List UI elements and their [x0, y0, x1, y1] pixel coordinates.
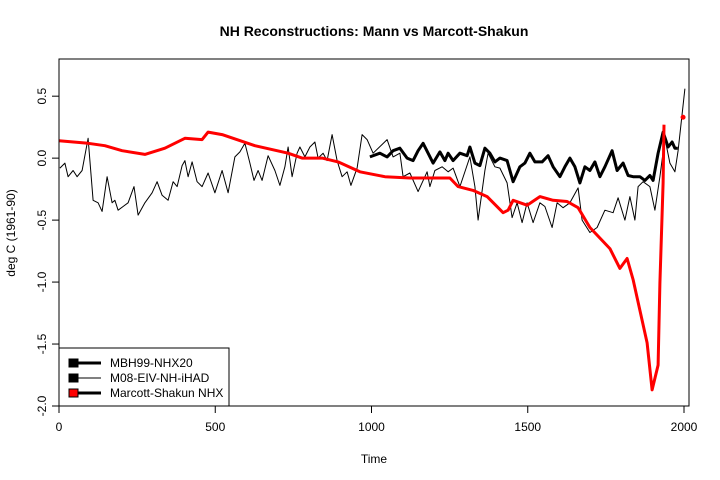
series-point-marcott-shakun: [680, 114, 686, 120]
axes-layer: 0 500 1000 1500 2000 -2.0 -1.5 -1.0 -0.5 0.0 0.5: [35, 88, 698, 434]
y-tick-label: 0.5: [35, 88, 49, 105]
y-tick-label: 0.0: [35, 149, 49, 166]
x-tick-label: 1000: [358, 420, 385, 434]
chart-title: NH Reconstructions: Mann vs Marcott-Shak…: [220, 23, 529, 39]
x-tick-label: 500: [205, 420, 225, 434]
x-tick-label: 2000: [671, 420, 698, 434]
series-line-marcott-shakun-nhx: [58, 124, 666, 392]
x-tick-label: 1500: [514, 420, 541, 434]
legend-label: M08-EIV-NH-iHAD: [110, 371, 210, 385]
legend-swatch: [68, 358, 79, 368]
series-line-mbh99-nhx20: [369, 130, 678, 185]
x-axis-label: Time: [361, 452, 388, 466]
legend-swatch: [68, 388, 79, 398]
y-axis-label: deg C (1961-90): [4, 189, 18, 276]
y-tick-label: -1.0: [35, 271, 49, 292]
y-tick-label: -2.0: [35, 395, 49, 416]
plot-box: [58, 58, 690, 407]
legend-label: Marcott-Shakun NHX: [110, 386, 223, 400]
legend-swatch: [68, 373, 79, 383]
legend: MBH99-NHX20M08-EIV-NH-iHADMarcott-Shakun…: [58, 347, 230, 407]
series-line-m08-eiv-nh-ihad: [59, 88, 686, 233]
legend-label: MBH99-NHX20: [110, 356, 193, 370]
y-tick-label: -1.5: [35, 333, 49, 354]
legend-box: [58, 347, 230, 407]
x-tick-label: 0: [56, 420, 63, 434]
y-tick-label: -0.5: [35, 209, 49, 230]
series-layer: [58, 88, 686, 392]
